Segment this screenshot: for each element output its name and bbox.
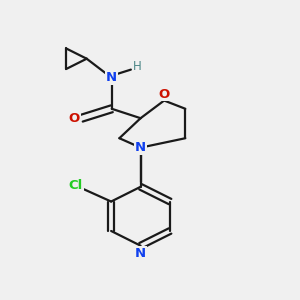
- Text: Cl: Cl: [69, 179, 83, 192]
- Text: N: N: [106, 71, 117, 84]
- Text: O: O: [69, 112, 80, 125]
- Text: N: N: [135, 141, 146, 154]
- Text: N: N: [135, 247, 146, 260]
- Text: H: H: [132, 60, 141, 73]
- Text: O: O: [158, 88, 170, 100]
